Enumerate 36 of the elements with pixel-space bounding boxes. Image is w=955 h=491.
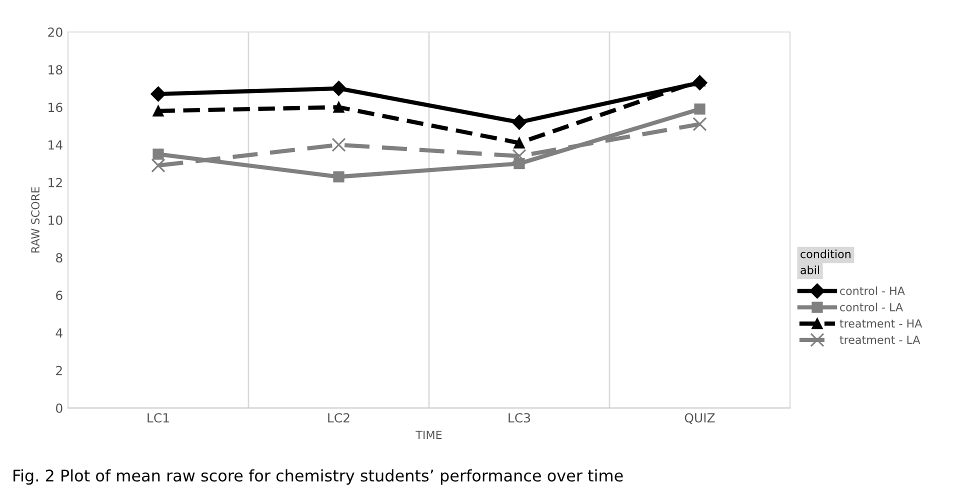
y-tick-label: 10 bbox=[48, 215, 62, 225]
text: abil bbox=[800, 266, 819, 274]
legend-label: control - LA bbox=[840, 302, 903, 312]
point bbox=[152, 148, 164, 160]
y-tick-label: 0 bbox=[56, 403, 62, 413]
y-tick-label: 6 bbox=[56, 290, 62, 300]
point bbox=[692, 117, 707, 132]
y-tick-label: 2 bbox=[56, 366, 62, 376]
point bbox=[151, 158, 166, 173]
point bbox=[333, 171, 344, 182]
point bbox=[512, 114, 527, 130]
y-axis-title: RAW SCORE bbox=[31, 187, 40, 252]
point bbox=[331, 80, 346, 96]
y-tick-label: 14 bbox=[48, 140, 62, 150]
y-tick-label: 12 bbox=[48, 178, 62, 188]
legend-label: treatment - HA bbox=[840, 319, 922, 328]
point bbox=[150, 86, 166, 102]
y-tick-label: 4 bbox=[56, 328, 62, 338]
legend-label: control - HA bbox=[840, 286, 905, 296]
x-tick-label: QUIZ bbox=[684, 413, 715, 424]
point bbox=[694, 104, 706, 115]
point bbox=[514, 137, 525, 148]
y-tick-label: 20 bbox=[48, 27, 62, 37]
x-tick-label: LC1 bbox=[148, 413, 169, 423]
point bbox=[152, 105, 164, 117]
caption: Fig. 2 Plot of mean raw score for chemistry students’ performance over time bbox=[14, 469, 623, 485]
y-tick-label: 18 bbox=[48, 65, 62, 75]
x-tick-label: LC3 bbox=[508, 413, 530, 423]
x-tick-label: LC2 bbox=[328, 413, 350, 423]
y-tick-label: 16 bbox=[48, 102, 62, 112]
legend-label: treatment - LA bbox=[840, 336, 920, 344]
x-axis-title: TIME bbox=[416, 430, 442, 439]
text: condition bbox=[800, 250, 850, 258]
point bbox=[333, 102, 344, 113]
y-tick-label: 8 bbox=[56, 253, 62, 263]
point bbox=[332, 138, 346, 152]
